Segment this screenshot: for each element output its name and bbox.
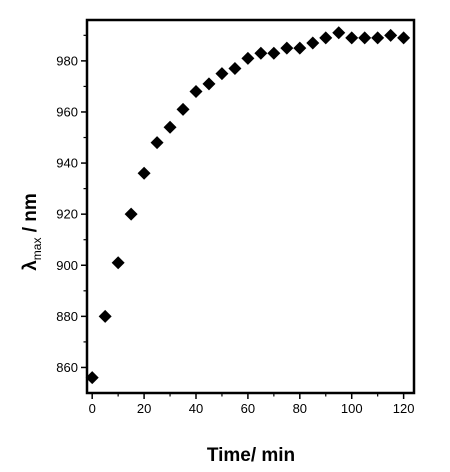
data-point-diamond [280, 41, 294, 55]
y-tick-label: 920 [56, 207, 78, 222]
data-point-diamond [397, 31, 411, 45]
data-point-diamond [241, 51, 255, 65]
data-point-diamond [371, 31, 385, 45]
x-tick-label: 120 [393, 401, 415, 416]
y-axis-symbol: λ [20, 260, 41, 271]
y-tick-label: 960 [56, 104, 78, 119]
x-tick-label: 80 [293, 401, 307, 416]
data-point-diamond [163, 120, 177, 134]
y-tick-label: 940 [56, 156, 78, 171]
y-axis-title-text: λmax / nm [20, 193, 44, 271]
data-point-diamond [254, 46, 268, 60]
y-tick-label: 880 [56, 309, 78, 324]
data-point-diamond [228, 62, 242, 76]
data-point-diamond [98, 309, 112, 323]
data-point-diamond [176, 102, 190, 116]
data-point-diamond [332, 26, 346, 40]
data-point-diamond [384, 28, 398, 42]
data-point-diamond [293, 41, 307, 55]
data-point-diamond [358, 31, 372, 45]
ticks-layer: 0 20 40 60 80 100 120 860 880 900 920 940 960 980 [56, 34, 415, 416]
data-point-diamond [150, 136, 164, 150]
data-point-diamond [137, 166, 151, 180]
x-tick-label: 20 [137, 401, 151, 416]
data-point-diamond [202, 77, 216, 91]
y-axis-subscript: max [30, 238, 44, 261]
data-point-diamond [306, 36, 320, 50]
data-point-diamond [215, 67, 229, 81]
x-tick-label: 60 [241, 401, 255, 416]
x-tick-label: 0 [89, 401, 96, 416]
data-point-diamond [345, 31, 359, 45]
y-axis-unit: / nm [20, 193, 41, 237]
x-axis-title: Time/ min [207, 445, 295, 466]
data-point-diamond [267, 46, 281, 60]
data-point-diamond [189, 85, 203, 99]
x-tick-label: 40 [189, 401, 203, 416]
data-point-diamond [319, 31, 333, 45]
y-axis-title: λmax / nm [20, 193, 44, 271]
plot-frame [85, 18, 416, 395]
y-tick-label: 980 [56, 53, 78, 68]
y-tick-label: 860 [56, 360, 78, 375]
data-point-diamond [111, 256, 125, 270]
y-tick-label: 900 [56, 258, 78, 273]
data-point-diamond [85, 371, 99, 385]
x-tick-label: 100 [341, 401, 363, 416]
plot-frame-layer [85, 18, 416, 395]
data-point-diamond [124, 207, 138, 221]
data-points-layer [85, 26, 411, 385]
